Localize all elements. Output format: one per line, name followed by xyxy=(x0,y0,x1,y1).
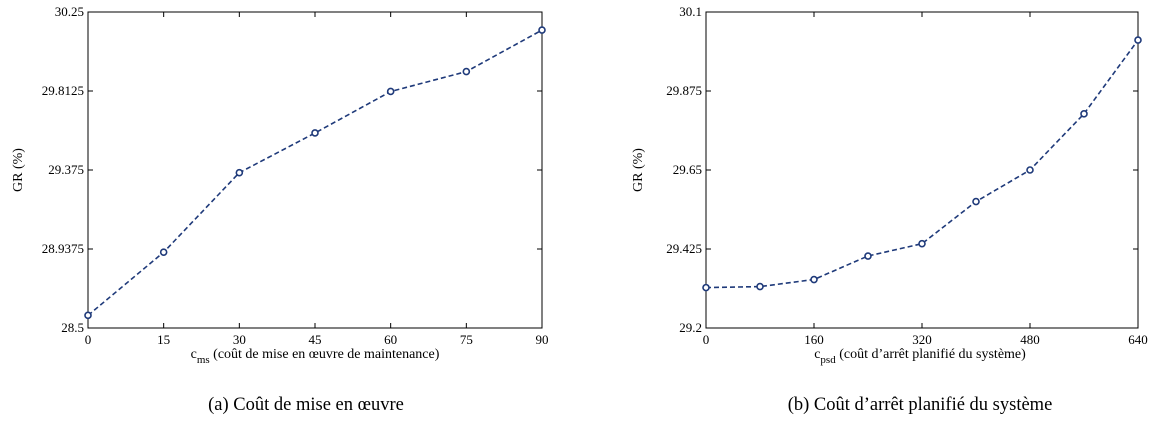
data-point xyxy=(235,168,244,177)
data-point xyxy=(386,87,395,96)
x-tick-label: 30 xyxy=(233,332,246,347)
x-tick-label: 320 xyxy=(912,332,932,347)
y-tick-label: 28.9375 xyxy=(42,241,84,256)
x-axis-label-sub: psd xyxy=(820,354,836,366)
x-tick-label: 90 xyxy=(536,332,549,347)
y-tick-label: 29.8125 xyxy=(42,83,84,98)
data-point xyxy=(311,129,319,137)
data-point xyxy=(1134,36,1142,44)
series-line xyxy=(87,29,543,317)
y-tick-label: 29.375 xyxy=(48,162,84,177)
x-axis-label-rest: (coût de mise en œuvre de maintenance) xyxy=(210,347,440,362)
x-tick-label: 640 xyxy=(1128,332,1148,347)
x-tick-label: 15 xyxy=(157,332,170,347)
x-axis-label-rest: (coût d’arrêt planifié du système) xyxy=(836,347,1026,362)
x-tick-label: 480 xyxy=(1020,332,1040,347)
data-point xyxy=(972,197,980,206)
tick-group: 0 15 30 45 60 75 90 28.5 28.9375 29.375 29.8125 30.… xyxy=(42,4,549,347)
y-tick-label: 29.425 xyxy=(666,241,702,256)
x-tick-label: 60 xyxy=(384,332,397,347)
y-tick-label: 30.1 xyxy=(679,4,702,19)
data-point xyxy=(864,252,872,260)
x-tick-label: 75 xyxy=(460,332,473,347)
x-tick-label: 45 xyxy=(309,332,322,347)
y-tick-label: 29.875 xyxy=(666,83,702,98)
y-tick-label: 30.25 xyxy=(55,4,84,19)
chart-panel-b: 0 160 320 480 640 29.2 29.425 29.65 29.875 30.1 G… xyxy=(631,4,1148,415)
data-point xyxy=(810,275,818,284)
series-group xyxy=(702,36,1142,292)
x-tick-label: 0 xyxy=(85,332,92,347)
plot-frame xyxy=(705,11,1139,329)
x-axis-label: cpsd (coût d’arrêt planifié du système) xyxy=(814,347,1026,366)
x-axis-label-main: c xyxy=(814,347,820,362)
x-axis-label-sub: ms xyxy=(197,354,210,366)
caption-b: (b) Coût d’arrêt planifié du système xyxy=(788,395,1053,415)
plot-frame xyxy=(87,11,543,329)
data-point xyxy=(702,283,710,292)
tick-group: 0 160 320 480 640 29.2 29.425 29.65 29.875 30.1 xyxy=(666,4,1148,347)
series-line xyxy=(705,39,1139,289)
y-axis-label: GR (%) xyxy=(631,148,646,192)
y-tick-label: 29.65 xyxy=(673,162,702,177)
y-tick-label: 28.5 xyxy=(61,320,84,335)
data-point xyxy=(159,248,168,256)
caption-a: (a) Coût de mise en œuvre xyxy=(208,395,404,415)
x-tick-label: 0 xyxy=(703,332,710,347)
data-point xyxy=(462,67,471,76)
data-point xyxy=(1026,166,1034,174)
y-tick-label: 29.2 xyxy=(679,320,702,335)
chart-panel-a: 0 15 30 45 60 75 90 28.5 28.9375 29.375 29.8125 30.… xyxy=(11,4,549,415)
data-point xyxy=(918,239,926,248)
x-axis-label-main: c xyxy=(191,347,197,362)
x-axis-label: cms (coût de mise en œuvre de maintenanc… xyxy=(191,347,440,366)
series-group xyxy=(84,26,546,320)
data-point xyxy=(84,311,92,320)
data-point xyxy=(1080,110,1088,118)
data-point xyxy=(538,26,546,34)
y-axis-label: GR (%) xyxy=(11,148,26,192)
x-tick-label: 160 xyxy=(804,332,824,347)
data-point xyxy=(756,282,764,291)
